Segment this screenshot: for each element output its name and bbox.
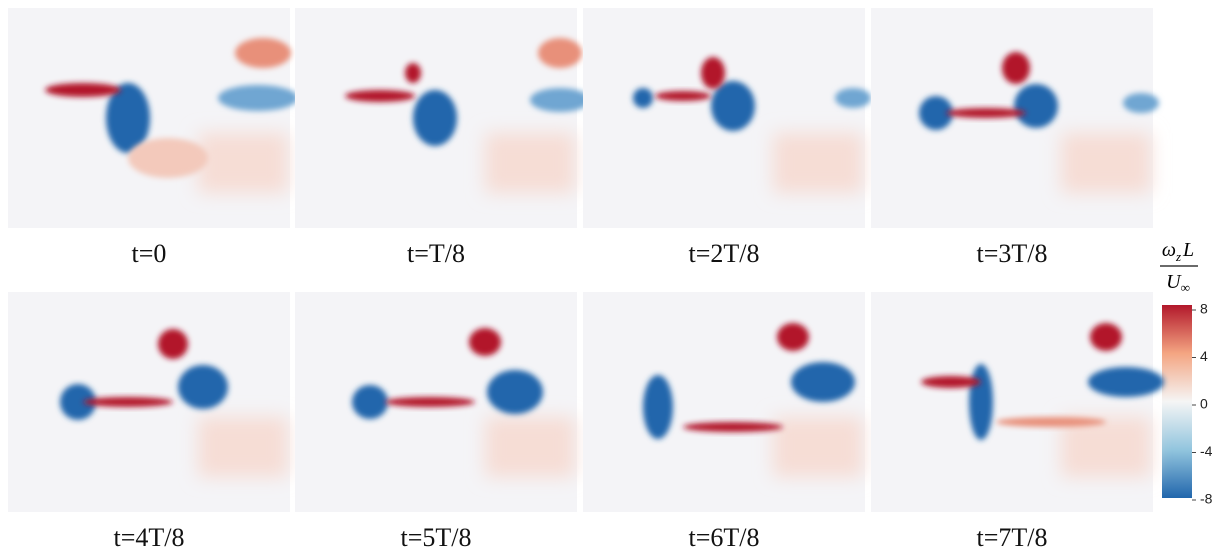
vortex (83, 397, 173, 407)
vortex (1090, 323, 1122, 351)
colorbar-tick-label: -4 (1200, 443, 1213, 459)
panel-caption: t=T/8 (407, 239, 465, 268)
vortex (45, 83, 121, 97)
vortex (683, 422, 783, 432)
vortex (701, 57, 725, 89)
panel-caption: t=3T/8 (977, 239, 1048, 268)
vortex (469, 328, 501, 356)
panel-caption: t=2T/8 (689, 239, 760, 268)
panel-caption: t=5T/8 (401, 523, 472, 552)
vortex (345, 90, 415, 102)
vortex (835, 88, 871, 108)
colorbar (1162, 305, 1192, 498)
wake-haze (198, 417, 288, 477)
vortex (413, 90, 457, 146)
colorbar-tick-label: 4 (1200, 348, 1208, 364)
vortex (235, 38, 291, 68)
vortex (385, 397, 475, 407)
colorbar-tick-label: 0 (1200, 396, 1208, 412)
vortex (1014, 84, 1058, 128)
vortex (1088, 367, 1164, 397)
vortex (405, 63, 421, 83)
figure: ωzL U∞ 8 4 0 -4 -8 t=0 t=T/8 t=2T/8 t=3T/8 t=4T/8… (0, 0, 1225, 554)
wake-haze (773, 133, 863, 193)
wake-haze (485, 133, 575, 193)
colorbar-tick-label: 8 (1200, 301, 1208, 317)
vorticity-panel (8, 292, 290, 512)
vortex (791, 362, 855, 402)
vortex (711, 81, 755, 131)
vortex (158, 329, 188, 359)
wake-haze (1061, 133, 1151, 193)
vorticity-panel (295, 8, 590, 228)
vortex (1123, 93, 1159, 113)
wake-haze (773, 417, 863, 477)
vortex (643, 375, 673, 439)
wake-haze (485, 417, 575, 477)
vorticity-panel (871, 8, 1159, 228)
panel-caption: t=0 (132, 239, 167, 268)
vortex (946, 108, 1026, 118)
vortex (530, 88, 590, 112)
wake-haze (198, 133, 288, 193)
colorbar-tick-label: -8 (1200, 491, 1213, 507)
panel-caption: t=6T/8 (689, 523, 760, 552)
vortex (178, 365, 228, 409)
panel-caption: t=4T/8 (114, 523, 185, 552)
vortex (633, 88, 653, 108)
vortex (128, 138, 208, 178)
page: ωzL U∞ 8 4 0 -4 -8 t=0 t=T/8 t=2T/8 t=3T/8 t=4T/8… (0, 0, 1225, 554)
vorticity-panel (583, 8, 871, 228)
vortex (969, 364, 993, 440)
vortex (996, 417, 1106, 427)
vorticity-panel (871, 292, 1164, 512)
vorticity-panel (583, 292, 865, 512)
vortex (487, 370, 543, 414)
panel-caption: t=7T/8 (977, 523, 1048, 552)
vortex (218, 85, 298, 111)
vorticity-panel (8, 8, 298, 228)
vortex (538, 38, 582, 68)
vortex (352, 385, 388, 419)
vortex (921, 376, 981, 388)
vortex (777, 323, 809, 351)
panel-background (871, 8, 1153, 228)
panel-background (583, 292, 865, 512)
colorbar-label-denominator: U∞ (1166, 271, 1190, 295)
vortex (655, 91, 711, 101)
vortex (1002, 52, 1030, 84)
vorticity-panel (295, 292, 577, 512)
